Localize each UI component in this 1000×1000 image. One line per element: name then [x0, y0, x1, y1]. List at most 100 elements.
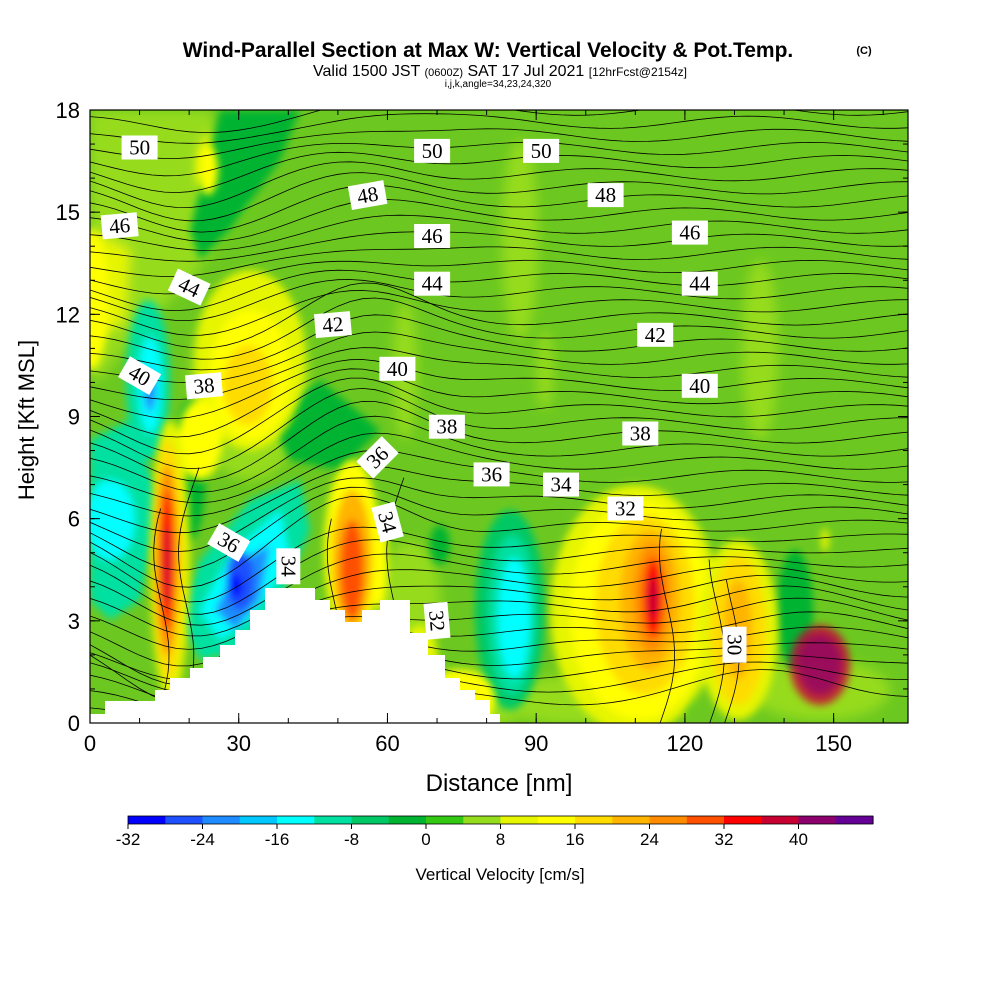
subtitle-valid: Valid 1500 JST — [313, 63, 421, 80]
isentrope-line — [90, 553, 908, 626]
x-tick-label: 30 — [226, 731, 250, 756]
y-axis-label: Height [Kft MSL] — [14, 340, 39, 500]
contour-label: 30 — [722, 626, 747, 663]
contour-label-text: 44 — [689, 272, 711, 296]
isentrope-line — [90, 184, 908, 233]
contour-label: 38 — [622, 421, 659, 446]
contour-label: 38 — [428, 414, 465, 439]
contour-label-text: 46 — [679, 221, 700, 245]
x-tick-label: 60 — [375, 731, 399, 756]
colorbar-swatch — [463, 816, 502, 824]
isentrope-line — [90, 297, 908, 360]
contour-label-text: 38 — [436, 415, 457, 439]
isentrope-line — [90, 486, 908, 571]
contour-label-box — [313, 311, 352, 339]
isentrope-line — [90, 161, 908, 209]
contour-label-box — [587, 183, 624, 208]
colorbar-swatch — [239, 816, 278, 824]
contour-label-box — [371, 501, 404, 543]
terrain-mask — [90, 588, 500, 723]
colorbar-swatch — [426, 816, 464, 824]
contour-label-text: 38 — [630, 422, 651, 446]
x-tick-label: 120 — [667, 731, 704, 756]
contour-label: 50 — [523, 138, 560, 163]
contour-label-box — [671, 220, 708, 245]
isentrope-line — [90, 199, 908, 242]
colorbar-tick-label: 32 — [715, 830, 734, 849]
isentrope-line — [90, 539, 908, 615]
isentrope-line — [90, 110, 908, 133]
contour-label-text: 42 — [645, 323, 666, 347]
isentrope-line — [90, 432, 908, 504]
colorbar-swatch — [537, 816, 576, 824]
isentrope-line — [90, 387, 908, 470]
axis-ticks — [89, 109, 908, 724]
isentrope-line — [90, 151, 908, 194]
contour-label: 48 — [587, 183, 624, 208]
contour-label: 42 — [637, 322, 674, 347]
contour-label-box — [100, 212, 139, 240]
colorbar-tick-label: -24 — [190, 830, 215, 849]
contour-label-box — [207, 523, 251, 562]
contour-label: 36 — [473, 462, 510, 487]
contour-label-text: 46 — [108, 213, 131, 239]
y-tick-label: 9 — [68, 405, 80, 430]
contour-label-text: 46 — [422, 224, 443, 248]
subtitle-date: SAT 17 Jul 2021 — [467, 63, 584, 80]
chart-subtitle: Valid 1500 JST (0600Z) SAT 17 Jul 2021 [… — [313, 63, 687, 80]
colorbar-swatch — [165, 816, 204, 824]
subtitle-utc: (0600Z) — [424, 67, 463, 79]
isentrope-line — [90, 359, 908, 419]
isentrope-line — [90, 259, 908, 295]
isentrope-line — [90, 128, 908, 159]
contour-label-text: 38 — [192, 373, 215, 399]
colorbar-tick-label: 40 — [789, 830, 808, 849]
isentrope-lines — [90, 110, 908, 723]
isentrope-line — [90, 290, 908, 336]
contour-label: 38 — [185, 372, 223, 400]
contour-label-box — [637, 322, 674, 347]
isentrope-line — [90, 279, 908, 321]
y-tick-label: 15 — [56, 200, 80, 225]
contour-label-box — [473, 462, 510, 487]
isentrope-line — [153, 508, 170, 723]
copyright-mark: (C) — [856, 45, 872, 57]
contour-label: 32 — [423, 601, 451, 640]
colorbar-tick-label: -32 — [116, 830, 141, 849]
contour-label-text: 32 — [424, 609, 450, 632]
contour-label-box — [379, 356, 416, 381]
x-axis-label: Distance [nm] — [426, 770, 573, 797]
isentrope-line — [90, 269, 908, 312]
contour-label-box — [121, 135, 158, 160]
contour-label-text: 44 — [422, 272, 444, 296]
contour-label-box — [543, 472, 579, 497]
contour-label-text: 34 — [276, 556, 300, 578]
isentrope-line — [90, 347, 908, 401]
contour-label-box — [423, 601, 451, 640]
velocity-field — [90, 110, 890, 723]
chart-title: Wind-Parallel Section at Max W: Vertical… — [183, 39, 794, 62]
colorbar-swatch — [202, 816, 241, 824]
contour-label-box — [276, 548, 301, 585]
subtitle-forecast: [12hrFcst@2154z] — [589, 65, 687, 79]
isentrope-line — [90, 113, 908, 144]
colorbar-swatch — [686, 816, 725, 824]
contour-label-box — [622, 421, 659, 446]
colorbar-swatch — [351, 816, 390, 824]
contour-label: 40 — [681, 373, 718, 398]
contour-label: 44 — [414, 271, 451, 296]
y-tick-label: 18 — [56, 98, 80, 123]
contour-label: 44 — [681, 271, 718, 296]
isentrope-line — [90, 415, 908, 493]
y-tick-label: 12 — [56, 302, 80, 327]
colorbar-swatch — [761, 816, 800, 824]
contour-label: 46 — [100, 212, 139, 240]
colorbar-tick-label: 0 — [421, 830, 430, 849]
isentrope-line — [90, 172, 908, 222]
colorbar-swatch — [128, 816, 166, 824]
contour-label-text: 48 — [595, 183, 616, 207]
contour-label-text: 32 — [615, 497, 636, 521]
contour-label-box — [681, 373, 718, 398]
contour-label-box — [428, 414, 465, 439]
contour-label-text: 48 — [355, 181, 380, 208]
